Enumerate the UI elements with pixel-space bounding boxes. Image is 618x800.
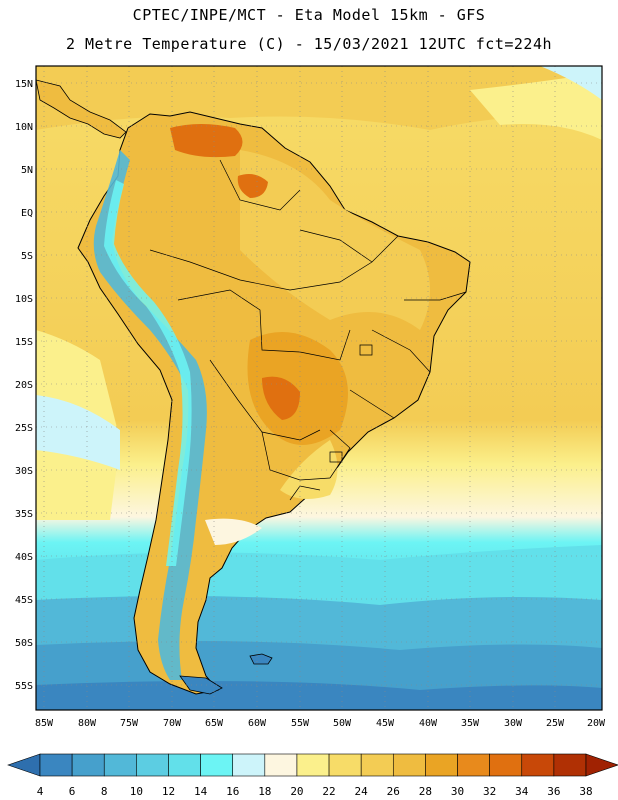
- colorbar-cell: [328, 753, 362, 777]
- lon-label: 70W: [163, 718, 182, 729]
- colorbar-cell: [457, 753, 490, 777]
- colorbar-tick-label: 24: [355, 785, 369, 798]
- central-america: [36, 79, 127, 139]
- colorbar-cell: [264, 753, 298, 777]
- colorbar-tick-label: 20: [290, 785, 303, 798]
- patagonia-north-zone: [205, 518, 262, 545]
- colorbar-tick-label: 14: [194, 785, 208, 798]
- lat-label: 10N: [15, 122, 33, 133]
- lon-label: 50W: [333, 718, 352, 729]
- colorbar-cell: [200, 753, 234, 777]
- lon-label: 25W: [546, 718, 565, 729]
- lat-label: 35S: [15, 509, 33, 520]
- colorbar-tick-label: 8: [101, 785, 108, 798]
- southern-band-4: [36, 681, 602, 710]
- lat-label: 20S: [15, 380, 33, 391]
- colorbar-tick-label: 18: [258, 785, 271, 798]
- colorbar-tick-label: 6: [69, 785, 76, 798]
- falkland-islands: [249, 653, 273, 665]
- lon-label: 80W: [78, 718, 97, 729]
- colorbar: 4 6 8 10 12 14 16 18 20 22 24 26 28 30 32 34 36 38: [7, 753, 618, 798]
- lat-label: 50S: [15, 638, 33, 649]
- colorbar-tick-label: 26: [387, 785, 400, 798]
- colorbar-tick-label: 16: [226, 785, 239, 798]
- lon-label: 65W: [205, 718, 224, 729]
- colorbar-tick-label: 38: [579, 785, 592, 798]
- colorbar-tick-label: 36: [547, 785, 560, 798]
- pampas-zone: [280, 440, 338, 499]
- colorbar-cell: [296, 753, 330, 777]
- lon-label: 60W: [248, 718, 267, 729]
- colorbar-cell: [392, 753, 426, 777]
- map-title-line-1: CPTEC/INPE/MCT - Eta Model 15km - GFS: [132, 6, 486, 24]
- lat-label: 55S: [15, 681, 33, 692]
- lon-label: 75W: [120, 718, 139, 729]
- lat-label: 30S: [15, 466, 33, 477]
- colorbar-tick-label: 4: [37, 785, 44, 798]
- colorbar-tick-label: 32: [483, 785, 496, 798]
- lat-label: 15N: [15, 79, 33, 90]
- map-title-line-2: 2 Metre Temperature (C) - 15/03/2021 12U…: [65, 35, 553, 53]
- pacific-cool-band: [36, 395, 120, 470]
- colorbar-cell: [71, 753, 105, 777]
- lon-label: 45W: [376, 718, 395, 729]
- colorbar-cell: [489, 753, 523, 777]
- map-frame: [35, 65, 603, 711]
- lat-label: 15S: [15, 337, 33, 348]
- andes-peaks: [104, 180, 192, 566]
- chaco-hot-zone: [247, 332, 348, 445]
- colorbar-cell: [360, 753, 394, 777]
- lon-label: 35W: [461, 718, 480, 729]
- country-borders: [149, 159, 467, 501]
- lon-label: 30W: [504, 718, 523, 729]
- lat-label: 40S: [15, 552, 33, 563]
- andes-cold-strip: [93, 150, 207, 680]
- colorbar-tick-label: 10: [130, 785, 143, 798]
- hot-spot-venezuela: [170, 124, 243, 158]
- atlantic-cool-patch: [540, 66, 602, 100]
- hot-spot-guyana: [237, 174, 268, 198]
- lat-label: 10S: [15, 294, 33, 305]
- atlantic-patch: [470, 72, 602, 140]
- lat-label: EQ: [21, 208, 33, 219]
- lat-label: 5N: [21, 165, 33, 176]
- colorbar-left-arrow: [7, 753, 41, 777]
- lat-label: 45S: [15, 595, 33, 606]
- colorbar-right-arrow: [585, 753, 618, 777]
- lon-label: 40W: [419, 718, 438, 729]
- lon-label: 85W: [35, 718, 54, 729]
- lon-label: 20W: [587, 718, 606, 729]
- colorbar-cell: [103, 753, 137, 777]
- hot-spot-paraguay: [262, 376, 300, 420]
- colorbar-tick-label: 22: [322, 785, 335, 798]
- longitude-labels: 85W 80W 75W 70W 65W 60W 55W 50W 45W 40W …: [35, 718, 606, 729]
- latitude-labels: 15N 10N 5N EQ 5S 10S 15S 20S 25S 30S 35S…: [15, 79, 33, 692]
- lon-label: 55W: [291, 718, 310, 729]
- colorbar-cell: [553, 753, 587, 777]
- colorbar-tick-label: 34: [515, 785, 529, 798]
- colorbar-cell: [168, 753, 201, 777]
- colorbar-cell: [39, 753, 73, 777]
- colorbar-tick-label: 30: [451, 785, 464, 798]
- colorbar-cell: [136, 753, 169, 777]
- colorbar-cell: [232, 753, 266, 777]
- lat-label: 5S: [21, 251, 33, 262]
- amazon-zone: [240, 150, 430, 330]
- colorbar-cell: [521, 753, 555, 777]
- colorbar-cell: [425, 753, 458, 777]
- lat-label: 25S: [15, 423, 33, 434]
- colorbar-tick-label: 28: [419, 785, 432, 798]
- colorbar-tick-label: 12: [162, 785, 175, 798]
